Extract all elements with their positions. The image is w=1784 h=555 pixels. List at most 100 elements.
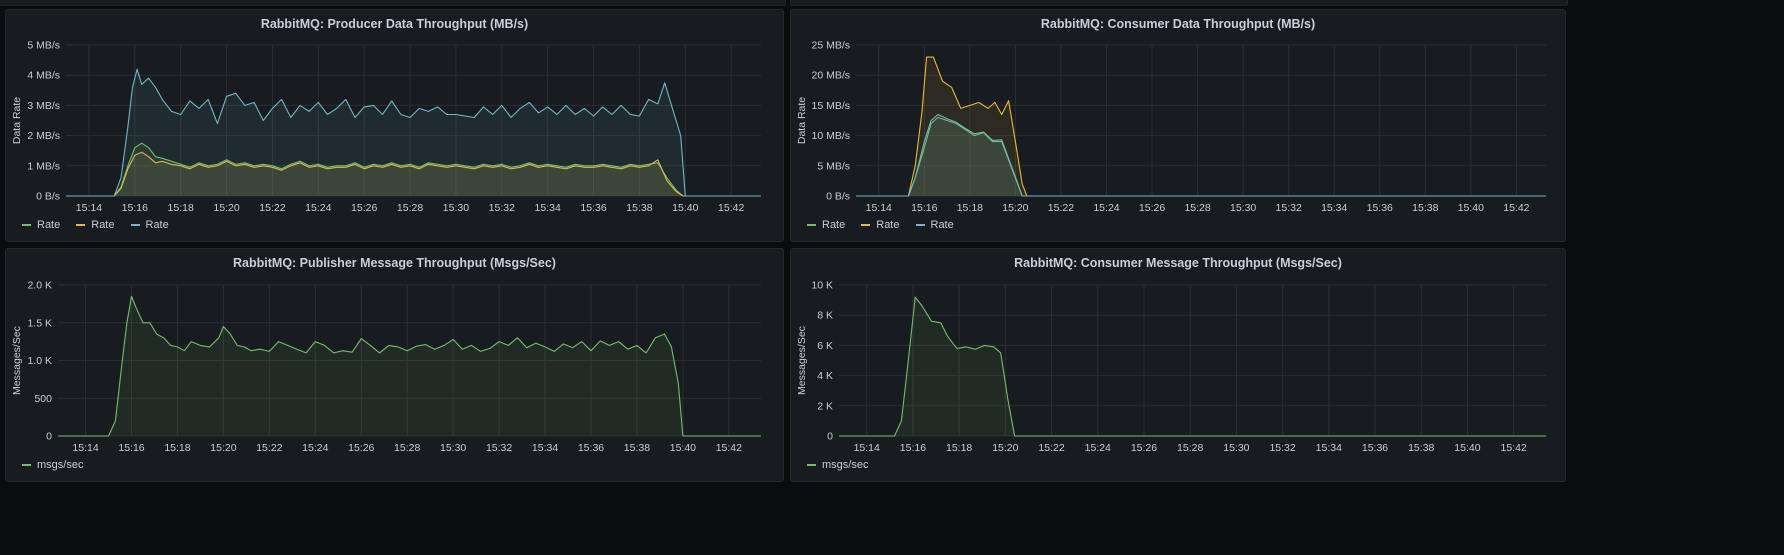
panel-title[interactable]: RabbitMQ: Consumer Data Throughput (MB/s…	[1040, 17, 1316, 31]
x-tick-label: 15:38	[624, 442, 650, 454]
x-tick-label: 15:20	[992, 442, 1018, 454]
legend: msgs/sec	[22, 459, 83, 471]
x-tick-label: 15:18	[164, 442, 190, 454]
x-tick-label: 15:40	[670, 442, 696, 454]
x-tick-label: 15:26	[351, 202, 377, 214]
x-tick-label: 15:24	[1093, 202, 1119, 214]
x-tick-label: 15:20	[213, 202, 239, 214]
x-tick-label: 15:28	[397, 202, 423, 214]
legend-item[interactable]: Rate	[76, 219, 115, 231]
legend-item[interactable]: Rate	[22, 219, 60, 231]
producer-data-throughput-panel[interactable]: RabbitMQ: Producer Data Throughput (MB/s…	[5, 9, 784, 242]
y-tick-label: 2 MB/s	[27, 130, 60, 142]
x-tick-label: 15:30	[1230, 202, 1256, 214]
series-line	[839, 296, 1546, 437]
x-tick-label: 15:26	[1139, 202, 1165, 214]
publisher-message-throughput-panel[interactable]: RabbitMQ: Publisher Message Throughput (…	[5, 248, 784, 482]
y-tick-label: 5 MB/s	[27, 40, 60, 52]
x-tick-label: 15:36	[1362, 442, 1388, 454]
series-line	[856, 56, 1546, 197]
x-tick-label: 15:28	[1177, 442, 1203, 454]
legend: Rate Rate Rate	[807, 219, 954, 231]
publisher-message-throughput-chart: 0 500 1.0 K 1.5 K 2.0 K 15:14 15:16 15:18 15:20 1…	[11, 280, 761, 454]
y-axis-title: Data Rate	[11, 97, 23, 144]
x-tick-label: 15:40	[1454, 442, 1480, 454]
y-axis-title: Messages/Sec	[11, 326, 23, 395]
y-tick-label: 0	[827, 431, 833, 443]
x-tick-label: 15:32	[1269, 442, 1295, 454]
series-line	[66, 151, 761, 197]
x-tick-label: 15:22	[1038, 442, 1064, 454]
x-tick-label: 15:18	[957, 202, 983, 214]
x-tick-label: 15:18	[168, 202, 194, 214]
x-tick-label: 15:26	[1131, 442, 1157, 454]
legend-item[interactable]: Rate	[861, 219, 900, 231]
y-tick-label: 15 MB/s	[811, 100, 850, 112]
x-tick-label: 15:32	[489, 202, 515, 214]
series-area	[856, 57, 1546, 196]
legend-swatch	[915, 224, 925, 226]
series-area	[66, 143, 761, 196]
panel-title[interactable]: RabbitMQ: Producer Data Throughput (MB/s…	[260, 17, 529, 31]
x-tick-label: 15:14	[854, 442, 880, 454]
x-tick-label: 15:16	[911, 202, 937, 214]
panel-title[interactable]: RabbitMQ: Consumer Message Throughput (M…	[1014, 256, 1342, 270]
legend-item[interactable]: Rate	[807, 219, 845, 231]
x-tick-label: 15:18	[946, 442, 972, 454]
series-area	[58, 296, 761, 436]
y-tick-label: 1.0 K	[27, 355, 52, 367]
legend-swatch	[130, 224, 140, 226]
consumer-data-throughput-panel[interactable]: RabbitMQ: Consumer Data Throughput (MB/s…	[790, 9, 1566, 242]
x-tick-label: 15:14	[72, 442, 98, 454]
x-tick-label: 15:38	[1412, 202, 1438, 214]
legend-item[interactable]: Rate	[130, 219, 169, 231]
x-tick-label: 15:22	[259, 202, 285, 214]
x-tick-label: 15:16	[900, 442, 926, 454]
series-line	[66, 68, 761, 197]
legend-label: Rate	[145, 219, 169, 231]
x-tick-label: 15:34	[1316, 442, 1342, 454]
legend-item[interactable]: msgs/sec	[22, 459, 83, 471]
y-tick-label: 0 B/s	[826, 191, 850, 203]
legend-item[interactable]: msgs/sec	[807, 459, 868, 471]
y-tick-label: 1.5 K	[27, 317, 52, 329]
x-tick-label: 15:16	[118, 442, 144, 454]
legend-label: Rate	[37, 219, 61, 231]
y-tick-label: 10 MB/s	[811, 130, 850, 142]
x-tick-label: 15:24	[305, 202, 331, 214]
y-tick-label: 5 MB/s	[817, 160, 850, 172]
y-tick-label: 4 K	[817, 370, 833, 382]
y-tick-label: 10 K	[811, 280, 833, 292]
series-line	[856, 113, 1546, 197]
legend-swatch	[22, 224, 31, 226]
panel-title[interactable]: RabbitMQ: Publisher Message Throughput (…	[233, 256, 556, 270]
series-area	[66, 69, 761, 196]
series-area	[839, 297, 1546, 436]
consumer-message-throughput-panel[interactable]: RabbitMQ: Consumer Message Throughput (M…	[790, 248, 1566, 482]
legend-label: Rate	[930, 219, 954, 231]
x-tick-label: 15:22	[1048, 202, 1074, 214]
legend-swatch	[807, 464, 816, 466]
y-axis-title: Data Rate	[796, 97, 808, 144]
x-tick-label: 15:42	[1503, 202, 1529, 214]
y-tick-label: 500	[34, 393, 52, 405]
legend-item[interactable]: Rate	[915, 219, 954, 231]
x-tick-label: 15:24	[302, 442, 328, 454]
x-tick-label: 15:28	[394, 442, 420, 454]
x-tick-label: 15:30	[440, 442, 466, 454]
x-tick-label: 15:36	[578, 442, 604, 454]
y-tick-label: 25 MB/s	[811, 40, 850, 52]
x-tick-label: 15:16	[122, 202, 148, 214]
legend-label: Rate	[876, 219, 900, 231]
series-area	[66, 152, 761, 196]
y-tick-label: 20 MB/s	[811, 70, 850, 82]
x-tick-label: 15:32	[486, 442, 512, 454]
x-tick-label: 15:34	[532, 442, 558, 454]
x-tick-label: 15:28	[1184, 202, 1210, 214]
x-tick-label: 15:30	[443, 202, 469, 214]
legend-label: Rate	[91, 219, 115, 231]
x-tick-label: 15:26	[348, 442, 374, 454]
x-tick-label: 15:36	[1367, 202, 1393, 214]
x-tick-label: 15:36	[580, 202, 606, 214]
x-tick-label: 15:38	[626, 202, 652, 214]
